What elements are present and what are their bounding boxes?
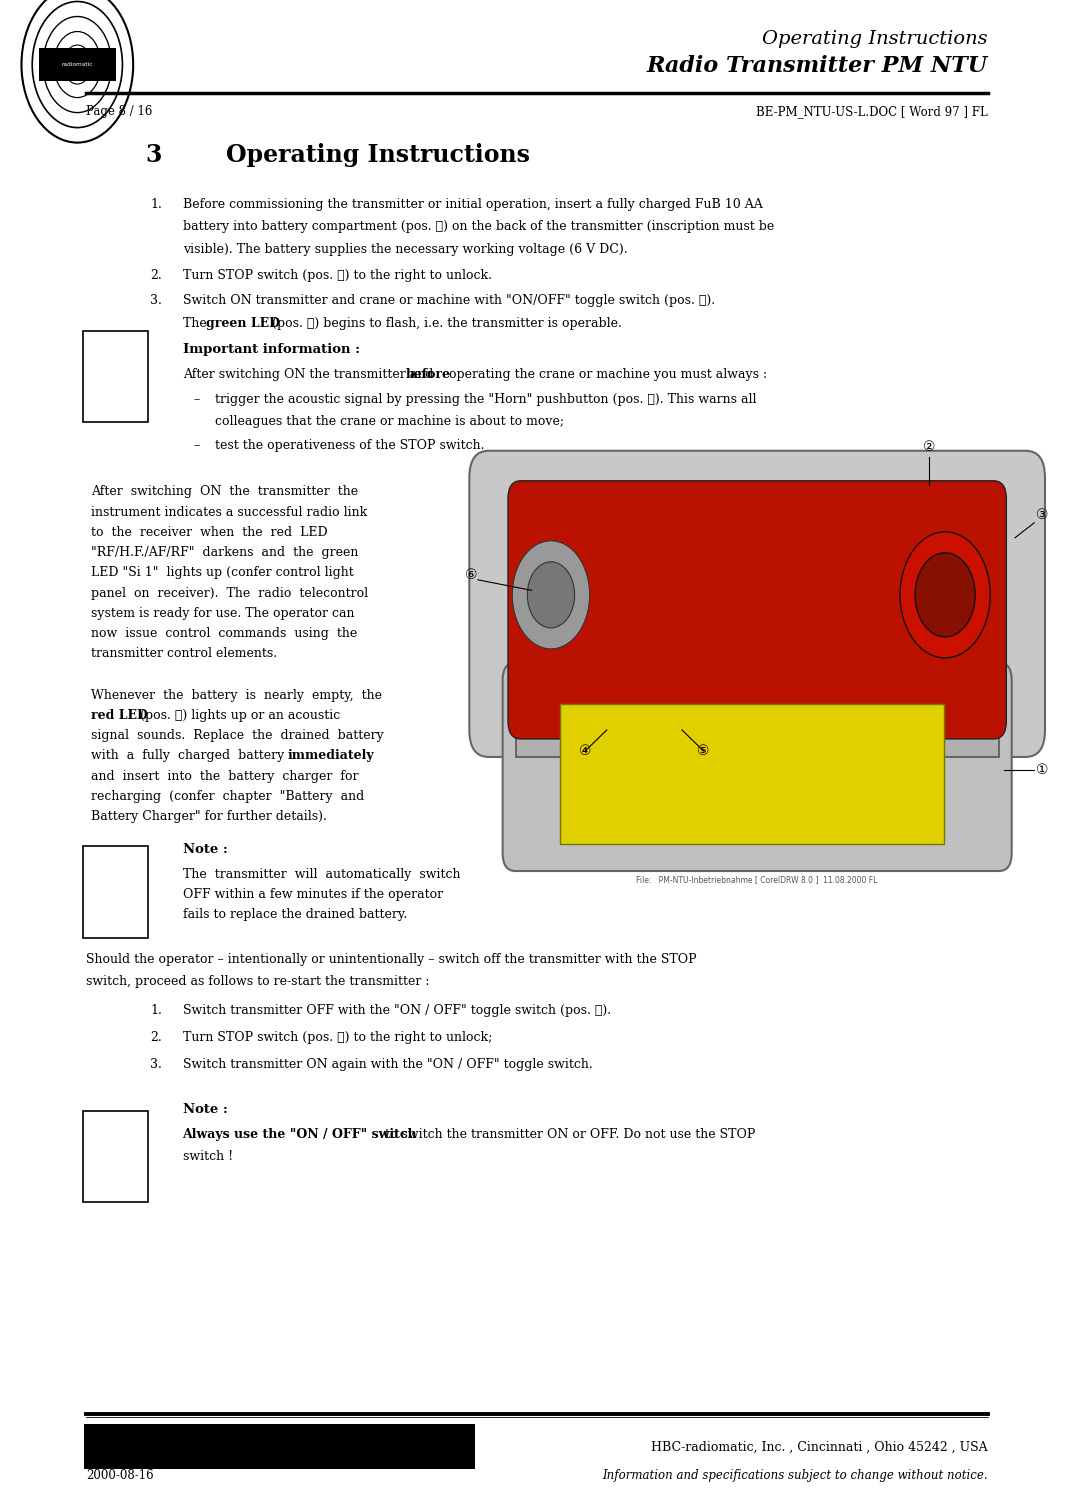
FancyBboxPatch shape xyxy=(516,726,999,757)
Text: visible). The battery supplies the necessary working voltage (6 V DC).: visible). The battery supplies the neces… xyxy=(183,243,627,255)
Text: operating the crane or machine you must always :: operating the crane or machine you must … xyxy=(445,368,767,381)
FancyBboxPatch shape xyxy=(560,704,944,844)
FancyBboxPatch shape xyxy=(39,48,116,81)
Text: (pos. ④) begins to flash, i.e. the transmitter is operable.: (pos. ④) begins to flash, i.e. the trans… xyxy=(268,317,622,330)
Text: ②: ② xyxy=(923,440,935,453)
FancyBboxPatch shape xyxy=(84,1424,475,1469)
Text: OFF within a few minutes if the operator: OFF within a few minutes if the operator xyxy=(183,889,442,901)
Text: 3.: 3. xyxy=(150,1058,162,1070)
Text: red LED: red LED xyxy=(91,708,148,722)
Text: system is ready for use. The operator can: system is ready for use. The operator ca… xyxy=(91,606,354,620)
Text: 2.: 2. xyxy=(150,269,162,282)
Text: test the operativeness of the STOP switch.: test the operativeness of the STOP switc… xyxy=(215,440,484,452)
Text: fails to replace the drained battery.: fails to replace the drained battery. xyxy=(183,908,407,922)
Text: Switch ON transmitter and crane or machine with "ON/OFF" toggle switch (pos. ③).: Switch ON transmitter and crane or machi… xyxy=(183,294,714,308)
Text: LED "Si 1"  lights up (confer control light: LED "Si 1" lights up (confer control lig… xyxy=(91,566,354,579)
FancyBboxPatch shape xyxy=(83,330,148,422)
Text: Note :: Note : xyxy=(183,842,228,856)
Text: signal  sounds.  Replace  the  drained  battery: signal sounds. Replace the drained batte… xyxy=(91,729,384,741)
Text: ④: ④ xyxy=(579,744,592,758)
Text: immediately: immediately xyxy=(288,749,375,763)
Text: 2.: 2. xyxy=(150,1031,162,1045)
Text: (pos. ⑤) lights up or an acoustic: (pos. ⑤) lights up or an acoustic xyxy=(136,708,340,722)
Text: Before commissioning the transmitter or initial operation, insert a fully charge: Before commissioning the transmitter or … xyxy=(183,198,763,212)
Circle shape xyxy=(900,531,990,657)
Text: green LED: green LED xyxy=(206,317,280,330)
Text: Turn STOP switch (pos. ②) to the right to unlock;: Turn STOP switch (pos. ②) to the right t… xyxy=(183,1031,492,1045)
Text: Whenever  the  battery  is  nearly  empty,  the: Whenever the battery is nearly empty, th… xyxy=(91,689,382,701)
Text: File:   PM-NTU-Inbetriebnahme [ CorelDRW 8.0 ]  11.08.2000 FL: File: PM-NTU-Inbetriebnahme [ CorelDRW 8… xyxy=(637,875,877,884)
Text: After switching ON the transmitter and: After switching ON the transmitter and xyxy=(183,368,437,381)
Text: instrument indicates a successful radio link: instrument indicates a successful radio … xyxy=(91,506,367,518)
FancyBboxPatch shape xyxy=(83,1111,148,1202)
Text: Operating Instructions: Operating Instructions xyxy=(763,30,988,48)
Text: After  switching  ON  the  transmitter  the: After switching ON the transmitter the xyxy=(91,485,359,498)
Text: transmitter control elements.: transmitter control elements. xyxy=(91,647,277,660)
Text: The  transmitter  will  automatically  switch: The transmitter will automatically switc… xyxy=(183,868,460,881)
Text: –: – xyxy=(193,393,200,407)
Text: 3: 3 xyxy=(145,143,161,167)
Text: 1.: 1. xyxy=(150,198,162,212)
Text: Page 8 / 16: Page 8 / 16 xyxy=(86,105,153,119)
Text: colleagues that the crane or machine is about to move;: colleagues that the crane or machine is … xyxy=(215,416,564,428)
Text: radiomatic: radiomatic xyxy=(61,62,93,68)
FancyBboxPatch shape xyxy=(83,847,148,938)
Text: 2000-08-16: 2000-08-16 xyxy=(86,1469,154,1481)
Text: to  the  receiver  when  the  red  LED: to the receiver when the red LED xyxy=(91,525,328,539)
Text: Note :: Note : xyxy=(183,1103,228,1115)
Text: battery into battery compartment (pos. ①) on the back of the transmitter (inscri: battery into battery compartment (pos. ①… xyxy=(183,221,774,233)
Text: Battery Charger" for further details).: Battery Charger" for further details). xyxy=(91,811,328,823)
Text: switch !: switch ! xyxy=(183,1150,233,1163)
Text: recharging  (confer  chapter  "Battery  and: recharging (confer chapter "Battery and xyxy=(91,790,364,803)
Text: panel  on  receiver).  The  radio  telecontrol: panel on receiver). The radio telecontro… xyxy=(91,587,368,599)
Text: Important information :: Important information : xyxy=(183,342,360,356)
Text: before: before xyxy=(406,368,451,381)
Text: and  insert  into  the  battery  charger  for: and insert into the battery charger for xyxy=(91,770,359,782)
Circle shape xyxy=(915,552,975,636)
FancyBboxPatch shape xyxy=(508,480,1006,738)
Text: with  a  fully  charged  battery: with a fully charged battery xyxy=(91,749,292,763)
Text: "RF/H.F./AF/RF"  darkens  and  the  green: "RF/H.F./AF/RF" darkens and the green xyxy=(91,546,359,558)
Text: trigger the acoustic signal by pressing the "Horn" pushbutton (pos. ⑥). This war: trigger the acoustic signal by pressing … xyxy=(215,393,756,407)
Text: switch, proceed as follows to re-start the transmitter :: switch, proceed as follows to re-start t… xyxy=(86,974,430,988)
Text: ⑥: ⑥ xyxy=(465,569,478,582)
Text: –: – xyxy=(193,440,200,452)
Text: Information and specifications subject to change without notice.: Information and specifications subject t… xyxy=(603,1469,988,1481)
FancyBboxPatch shape xyxy=(503,662,1012,871)
Text: to switch the transmitter ON or OFF. Do not use the STOP: to switch the transmitter ON or OFF. Do … xyxy=(381,1127,756,1141)
Text: HBC-radiomatic, Inc. , Cincinnati , Ohio 45242 , USA: HBC-radiomatic, Inc. , Cincinnati , Ohio… xyxy=(652,1441,988,1453)
Text: Should the operator – intentionally or unintentionally – switch off the transmit: Should the operator – intentionally or u… xyxy=(86,953,697,965)
Text: Radio Control System: Radio Control System xyxy=(91,1441,244,1453)
Text: now  issue  control  commands  using  the: now issue control commands using the xyxy=(91,627,358,639)
Text: 1.: 1. xyxy=(150,1004,162,1018)
Text: ①: ① xyxy=(1036,764,1049,778)
Text: Always use the "ON / OFF" switch: Always use the "ON / OFF" switch xyxy=(183,1127,417,1141)
FancyBboxPatch shape xyxy=(469,450,1045,757)
Circle shape xyxy=(527,561,575,627)
Text: BE-PM_NTU-US-L.DOC [ Word 97 ] FL: BE-PM_NTU-US-L.DOC [ Word 97 ] FL xyxy=(756,105,988,119)
Circle shape xyxy=(512,540,590,648)
Text: ③: ③ xyxy=(1036,509,1049,522)
Text: 3.: 3. xyxy=(150,294,162,308)
Text: Turn STOP switch (pos. ②) to the right to unlock.: Turn STOP switch (pos. ②) to the right t… xyxy=(183,269,492,282)
Text: Operating Instructions: Operating Instructions xyxy=(226,143,529,167)
Text: Switch transmitter ON again with the "ON / OFF" toggle switch.: Switch transmitter ON again with the "ON… xyxy=(183,1058,593,1070)
Text: Switch transmitter OFF with the "ON / OFF" toggle switch (pos. ③).: Switch transmitter OFF with the "ON / OF… xyxy=(183,1004,611,1018)
Text: Radio Transmitter PM NTU: Radio Transmitter PM NTU xyxy=(647,56,988,77)
Text: ⑤: ⑤ xyxy=(697,744,710,758)
Text: The: The xyxy=(183,317,211,330)
